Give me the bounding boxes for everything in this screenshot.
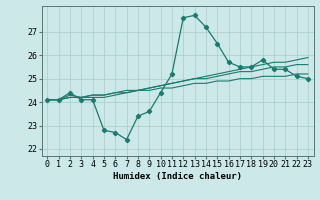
X-axis label: Humidex (Indice chaleur): Humidex (Indice chaleur) [113,172,242,181]
